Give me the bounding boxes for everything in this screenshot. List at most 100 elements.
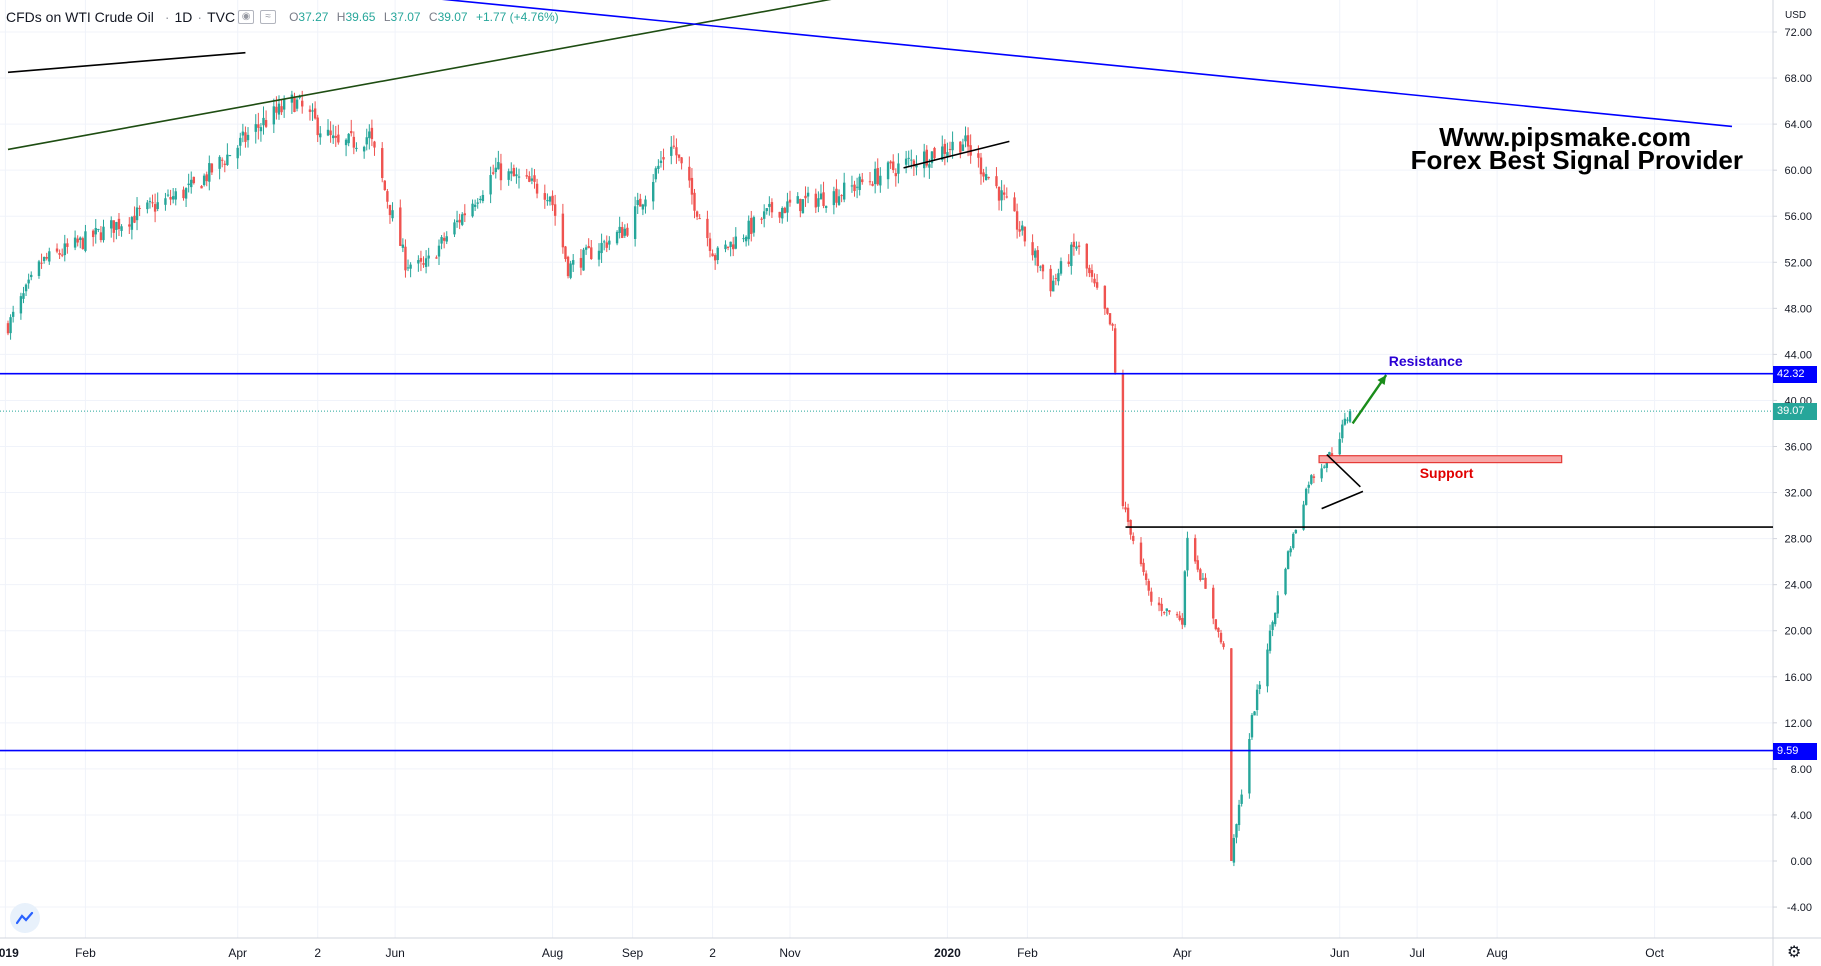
candle-body xyxy=(1147,580,1150,591)
candle-body xyxy=(30,274,33,278)
candle-body xyxy=(1113,328,1117,373)
candle-body xyxy=(63,243,66,256)
candle-body xyxy=(257,124,260,128)
candle-body xyxy=(618,226,621,233)
candle-body xyxy=(1168,610,1171,613)
candle-body xyxy=(569,263,572,278)
candle-body xyxy=(507,171,510,180)
candle-body xyxy=(228,155,232,157)
candle-body xyxy=(1240,794,1243,804)
candle-body xyxy=(151,202,154,204)
candle-body xyxy=(166,194,170,196)
candle-body xyxy=(695,211,699,217)
candle-body xyxy=(1268,630,1272,651)
candle-body xyxy=(590,247,593,260)
time-tick-label: Apr xyxy=(1173,946,1192,960)
candle-body xyxy=(73,237,77,248)
candle-body xyxy=(1273,612,1277,625)
candle-body xyxy=(579,257,583,268)
candle-body xyxy=(997,186,1001,201)
candle-body xyxy=(724,244,727,250)
candle-body xyxy=(817,198,820,207)
candle-body xyxy=(1196,560,1199,570)
candle-body xyxy=(352,136,356,148)
candle-body xyxy=(729,241,732,247)
candle-body xyxy=(770,202,774,213)
candle-body xyxy=(605,242,608,248)
candle-body xyxy=(1150,591,1153,602)
candle-body xyxy=(254,124,257,132)
candle-body xyxy=(597,250,601,260)
candle-body xyxy=(1230,648,1233,861)
candle-body xyxy=(995,176,998,187)
time-tick-label: Feb xyxy=(75,946,96,960)
candle-body xyxy=(853,184,856,192)
candle-body xyxy=(850,185,854,187)
candle-body xyxy=(1126,507,1130,522)
candle-body xyxy=(334,135,337,138)
candle-body xyxy=(424,258,428,267)
candle-body xyxy=(40,262,43,264)
price-tick-label: 56.00 xyxy=(1784,211,1812,223)
time-tick-label: 2020 xyxy=(934,946,961,960)
candle-body xyxy=(979,157,983,175)
candle-body xyxy=(1346,419,1349,421)
candle-body xyxy=(1018,229,1021,232)
candle-body xyxy=(1232,838,1236,863)
candle-body xyxy=(130,217,134,230)
wave-icon[interactable]: ≈ xyxy=(260,10,277,24)
candle-body xyxy=(463,213,467,216)
candle-body xyxy=(621,227,624,238)
candle-body xyxy=(840,195,843,197)
candle-body xyxy=(476,202,479,204)
low-key: L xyxy=(383,10,391,24)
candle-body xyxy=(239,137,242,146)
breakout-arrow xyxy=(1351,374,1388,425)
candle-body xyxy=(280,106,283,113)
candle-body xyxy=(553,204,557,216)
candle-body xyxy=(855,186,859,188)
candle-body xyxy=(1235,824,1238,838)
candle-body xyxy=(1193,538,1197,562)
candle-body xyxy=(417,260,420,264)
interval-label[interactable]: 1D xyxy=(174,9,193,25)
candle-body xyxy=(889,161,892,164)
candle-body xyxy=(442,237,446,241)
candle-body xyxy=(244,132,247,142)
candle-body xyxy=(373,141,376,148)
candle-body xyxy=(1341,424,1344,439)
tradingview-logo-icon[interactable] xyxy=(10,903,40,933)
candle-body xyxy=(1041,264,1045,272)
candle-body xyxy=(205,174,208,182)
candle-body xyxy=(481,194,485,202)
price-tick-label: 28.00 xyxy=(1784,534,1812,546)
candle-body xyxy=(1250,715,1254,738)
price-tick-label: 24.00 xyxy=(1784,580,1812,592)
gear-icon[interactable]: ⚙ xyxy=(1787,944,1802,961)
candle-body xyxy=(657,165,660,169)
trendline xyxy=(7,0,832,151)
candle-body xyxy=(1111,324,1114,326)
candle-body xyxy=(799,198,802,212)
price-tick-label: 64.00 xyxy=(1784,119,1812,131)
candle-body xyxy=(97,228,100,230)
symbol-name[interactable]: CFDs on WTI Crude Oil xyxy=(6,9,154,25)
candle-body xyxy=(1248,738,1251,794)
candle-body xyxy=(146,202,149,210)
candle-body xyxy=(94,228,97,235)
candle-body xyxy=(409,264,412,269)
candle-body xyxy=(298,96,301,98)
candle-body xyxy=(190,179,193,188)
candle-body xyxy=(1323,466,1326,468)
candle-body xyxy=(368,131,371,139)
candle-body xyxy=(1199,569,1202,580)
candle-body xyxy=(1057,273,1060,282)
candle-body xyxy=(344,139,348,146)
candle-body xyxy=(1348,411,1352,422)
candle-body xyxy=(331,135,335,139)
close-value: 39.07 xyxy=(437,10,468,24)
candle-body xyxy=(1023,226,1027,242)
candle-body xyxy=(453,222,456,235)
eye-icon[interactable]: ◉ xyxy=(238,10,255,24)
